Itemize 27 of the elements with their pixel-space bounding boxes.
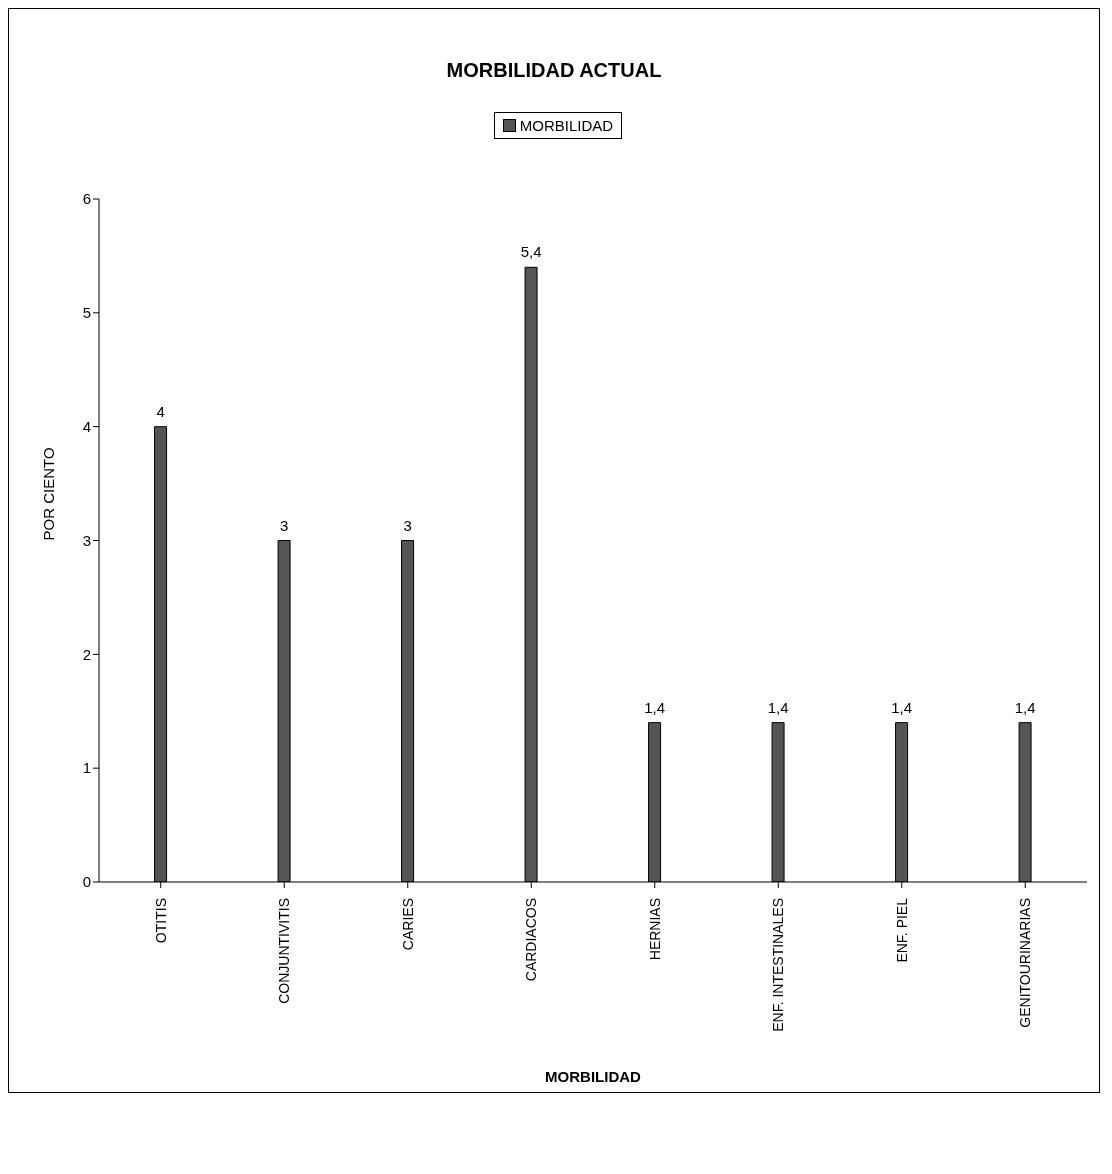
data-label: 4 — [156, 402, 165, 420]
y-tick-label: 1 — [82, 759, 91, 777]
data-label: 3 — [403, 516, 412, 534]
y-axis-title: POR CIENTO — [40, 447, 58, 541]
x-tick-label: ENF. INTESTINALES — [770, 898, 787, 1032]
x-tick-label: HERNIAS — [646, 898, 663, 961]
data-label: 1,4 — [1014, 698, 1036, 716]
data-label: 1,4 — [644, 698, 665, 716]
data-label: 1,4 — [891, 698, 912, 716]
data-label: 5,4 — [520, 243, 542, 261]
y-tick-label: 3 — [82, 531, 91, 549]
y-tick-label: 0 — [82, 873, 91, 891]
data-label: 1,4 — [767, 698, 789, 716]
legend-label: MORBILIDAD — [518, 117, 614, 134]
y-tick-label: 4 — [82, 417, 91, 435]
x-tick-label: CONJUNTIVITIS — [276, 898, 293, 1004]
x-tick-label: CARDIACOS — [523, 898, 540, 982]
x-axis-title: MORBILIDAD — [545, 1068, 642, 1085]
data-label: 3 — [279, 516, 289, 534]
x-tick-label: CARIES — [399, 898, 416, 951]
y-tick-label: 5 — [82, 304, 91, 322]
chart-title: MORBILIDAD ACTUAL — [445, 59, 663, 82]
y-tick-label: 2 — [82, 645, 91, 663]
y-tick-label: 6 — [82, 190, 91, 208]
x-tick-label: ENF. PIEL — [893, 897, 910, 963]
x-tick-label: GENITOURINARIAS — [1017, 898, 1034, 1028]
x-tick-label: OTITIS — [152, 898, 169, 944]
